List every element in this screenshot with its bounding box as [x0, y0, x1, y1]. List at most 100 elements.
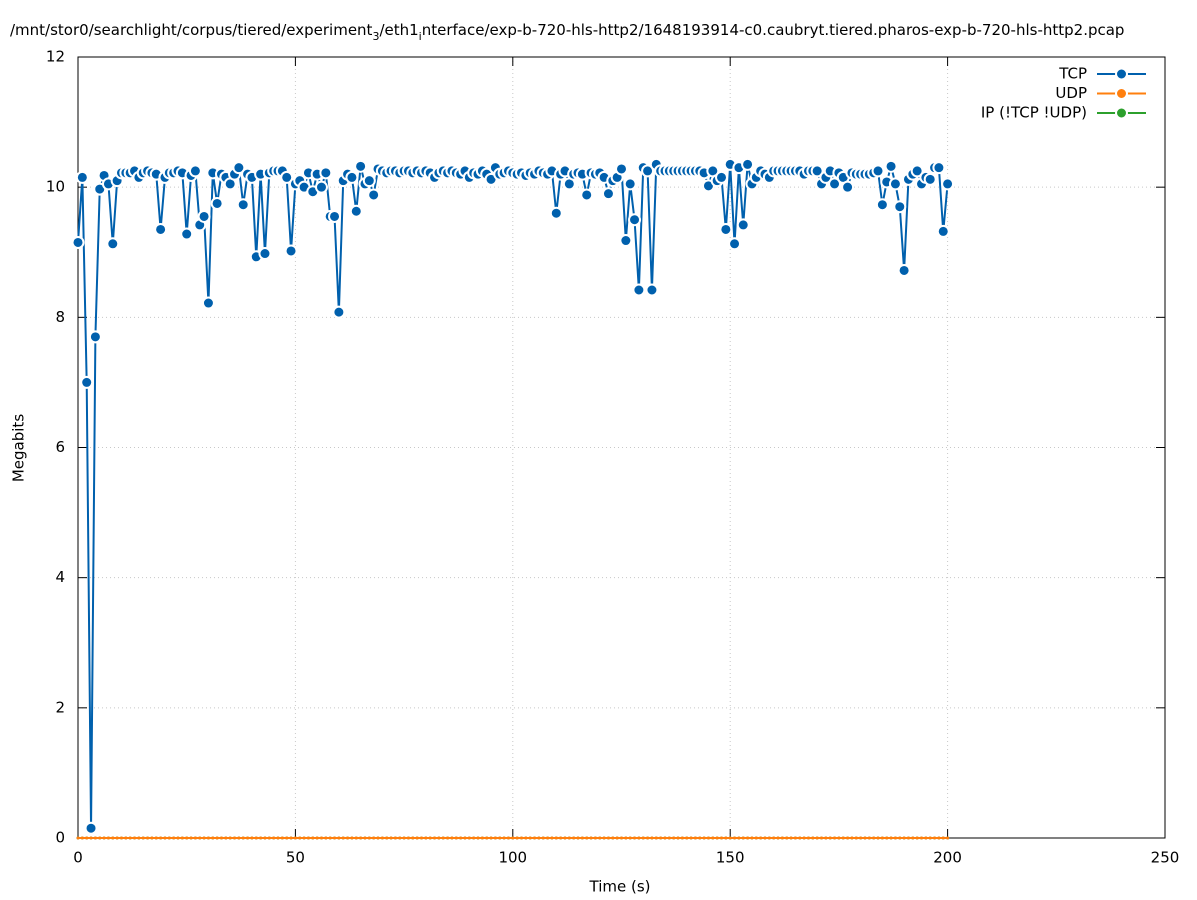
data-point [736, 218, 750, 232]
data-point [720, 836, 724, 840]
data-point [641, 164, 655, 178]
data-point [71, 235, 85, 249]
data-point [785, 836, 789, 840]
data-point [941, 177, 955, 191]
data-point [293, 836, 297, 840]
data-point [111, 836, 115, 840]
data-point [263, 836, 267, 840]
data-point [128, 836, 132, 840]
data-point [815, 836, 819, 840]
data-point [936, 224, 950, 238]
data-point [250, 836, 254, 840]
data-point [106, 836, 110, 840]
title-segment: 3 [372, 30, 379, 43]
data-point [524, 836, 528, 840]
data-point [467, 836, 471, 840]
data-point [519, 836, 523, 840]
data-point [602, 836, 606, 840]
data-point [98, 836, 102, 840]
y-axis-label: Megabits [10, 414, 28, 482]
data-point [811, 836, 815, 840]
data-point [924, 836, 928, 840]
data-point [441, 836, 445, 840]
data-point [693, 836, 697, 840]
data-point [663, 836, 667, 840]
data-point [85, 836, 89, 840]
data-point [328, 836, 332, 840]
data-point [728, 836, 732, 840]
data-point [580, 836, 584, 840]
data-point [146, 836, 150, 840]
data-point [872, 836, 876, 840]
data-point [854, 836, 858, 840]
data-point [828, 177, 842, 191]
data-point [284, 244, 298, 258]
data-point [219, 836, 223, 840]
x-tick-label: 100 [498, 849, 527, 867]
data-point [733, 836, 737, 840]
data-point [232, 161, 246, 175]
data-point [76, 836, 80, 840]
data-point [75, 170, 89, 184]
data-point [311, 836, 315, 840]
data-point [197, 209, 211, 223]
data-point [623, 177, 637, 191]
data-point [515, 836, 519, 840]
data-point [306, 836, 310, 840]
data-point [898, 836, 902, 840]
data-point [841, 180, 855, 194]
data-point [502, 836, 506, 840]
data-point [493, 836, 497, 840]
data-point [415, 836, 419, 840]
data-point [533, 836, 537, 840]
data-point [746, 836, 750, 840]
data-point [615, 162, 628, 176]
title-segment: /mnt/stor0/searchlight/corpus/tiered/exp… [10, 21, 373, 39]
data-point [102, 836, 106, 840]
data-point [446, 836, 450, 840]
data-point [362, 174, 376, 188]
data-point [180, 836, 184, 840]
legend-label: IP (!TCP !UDP) [981, 104, 1087, 122]
legend-marker [1115, 67, 1128, 81]
data-point [737, 836, 741, 840]
data-point [93, 836, 97, 840]
data-point [206, 836, 210, 840]
data-point [593, 836, 597, 840]
data-point [236, 198, 250, 212]
data-point [702, 836, 706, 840]
x-tick-label: 200 [933, 849, 962, 867]
data-point [124, 836, 128, 840]
data-point [133, 836, 137, 840]
data-point [937, 836, 941, 840]
data-point [802, 836, 806, 840]
data-point [810, 164, 824, 178]
data-point [711, 836, 715, 840]
data-point [367, 836, 371, 840]
data-point [719, 222, 733, 236]
data-point [793, 836, 797, 840]
data-point [380, 836, 384, 840]
data-point [324, 836, 328, 840]
legend-marker [1115, 106, 1128, 120]
data-point [689, 836, 693, 840]
data-point [150, 836, 154, 840]
data-point [859, 836, 863, 840]
data-point [106, 237, 120, 251]
data-point [645, 283, 659, 297]
data-point [224, 836, 228, 840]
data-point [119, 836, 123, 840]
data-point [824, 836, 828, 840]
data-point [337, 836, 341, 840]
data-point [672, 836, 676, 840]
data-point [233, 836, 237, 840]
data-point [393, 836, 397, 840]
data-point [885, 836, 889, 840]
data-point [341, 836, 345, 840]
data-point [633, 836, 637, 840]
data-point [806, 836, 810, 840]
data-point [84, 821, 98, 835]
data-point [601, 187, 615, 201]
